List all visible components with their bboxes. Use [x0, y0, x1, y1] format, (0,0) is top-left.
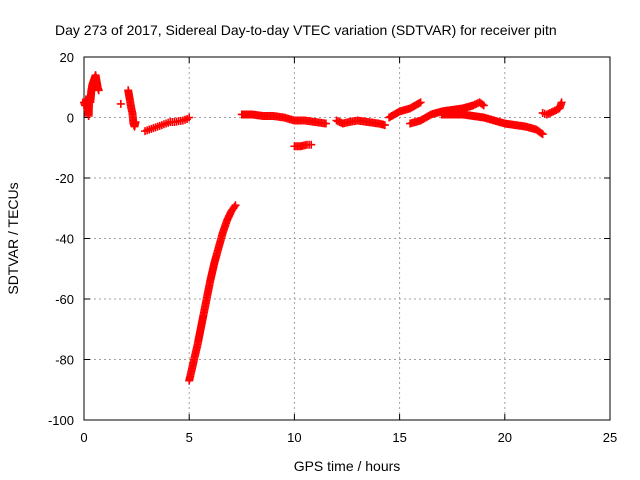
data-point-marker — [537, 129, 546, 138]
data-point-marker — [538, 130, 547, 139]
data-point-marker — [116, 99, 125, 108]
plot-frame — [83, 56, 611, 421]
x-tick-label: 25 — [603, 430, 617, 445]
x-tick-label: 20 — [498, 430, 512, 445]
data-point-marker — [307, 140, 316, 149]
data-point-marker — [416, 98, 425, 107]
data-point-marker — [230, 202, 239, 211]
chart-title: Day 273 of 2017, Sidereal Day-to-day VTE… — [55, 22, 557, 38]
y-tick-label: -100 — [48, 413, 74, 428]
axis-ticks: 0 5 10 15 20 25 -100 -80 -60 -40 -20 0 20 — [48, 50, 617, 445]
y-tick-label: -40 — [55, 232, 74, 247]
data-point-marker — [185, 113, 194, 122]
x-axis-title: GPS time / hours — [294, 458, 401, 474]
grid-lines — [84, 57, 610, 420]
y-tick-label: -20 — [55, 171, 74, 186]
y-axis-title: SDTVAR / TECUs — [5, 182, 21, 294]
data-point-marker — [94, 86, 103, 95]
x-tick-label: 5 — [186, 430, 193, 445]
y-tick-label: -60 — [55, 292, 74, 307]
x-tick-label: 0 — [80, 430, 87, 445]
y-tick-label: 0 — [67, 111, 74, 126]
data-points — [80, 71, 566, 385]
x-tick-label: 10 — [287, 430, 301, 445]
data-point-marker — [321, 119, 330, 128]
data-point-marker — [380, 121, 389, 130]
y-tick-label: -80 — [55, 353, 74, 368]
y-tick-label: 20 — [60, 50, 74, 65]
data-point-marker — [231, 201, 240, 210]
data-point-marker — [478, 100, 487, 109]
data-point-marker — [131, 118, 140, 127]
x-tick-label: 15 — [392, 430, 406, 445]
data-point-marker — [479, 101, 488, 110]
data-point-marker — [557, 98, 566, 107]
